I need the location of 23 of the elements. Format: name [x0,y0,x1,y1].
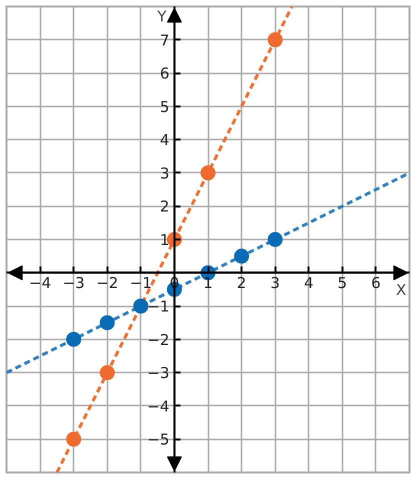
y-tick-label: −1 [147,298,170,316]
x-axis-title: X [396,280,406,299]
y-tick-label: −2 [147,330,170,349]
x-tick-label: 2 [236,274,246,292]
y-tick-label: 3 [160,164,170,182]
y-tick-label: −3 [147,364,170,382]
y-tick-label: 5 [160,98,170,116]
x-tick-label: 6 [371,274,381,292]
x-tick-label: −1 [130,274,152,292]
y-tick-label: 6 [160,64,170,83]
y-tick-label: −5 [147,430,170,449]
x-tick-label: 4 [304,274,314,292]
y-tick-label: 7 [160,31,170,50]
x-tick-label: −3 [62,274,85,292]
y-tick-label: −4 [147,397,170,416]
y-tick-label: 4 [160,131,170,150]
y-tick-label: 2 [160,198,170,216]
x-tick-label: −4 [29,274,52,292]
x-tick-label: −2 [96,274,118,292]
y-tick-label: 1 [160,231,170,249]
x-tick-label: 3 [270,274,280,292]
y-axis-title: Y [156,7,168,26]
x-tick-label: 5 [338,274,348,292]
